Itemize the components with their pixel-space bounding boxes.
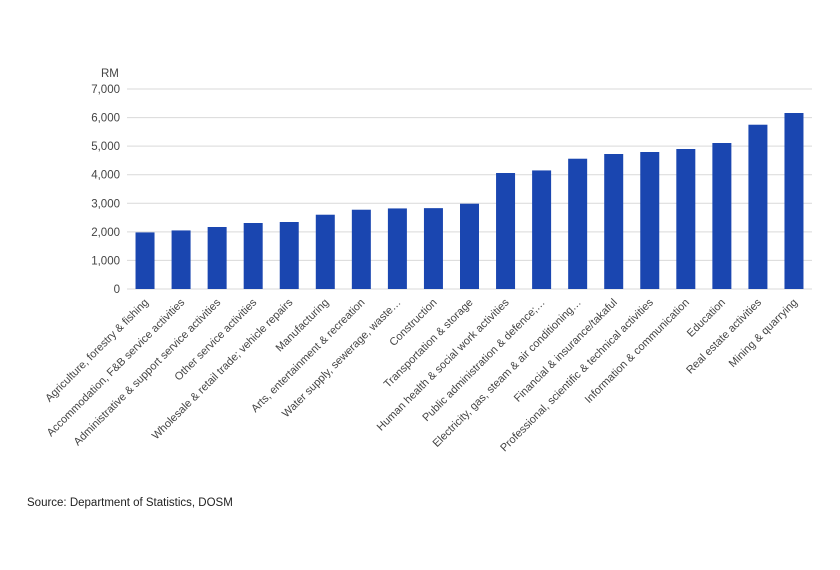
bar — [279, 222, 299, 289]
bar — [351, 209, 371, 289]
x-tick-label: Mining & quarrying — [727, 297, 800, 370]
y-tick-label: 4,000 — [91, 170, 120, 182]
bar — [640, 152, 660, 289]
bar — [748, 124, 768, 289]
bar — [315, 214, 335, 289]
bar — [568, 158, 588, 289]
bar — [604, 154, 624, 289]
bar — [387, 208, 407, 289]
bar — [460, 203, 479, 289]
x-tick-label: Administrative & support service activit… — [72, 296, 224, 448]
source-note: Source: Department of Statistics, DOSM — [27, 497, 233, 509]
y-tick-label: 0 — [114, 284, 120, 296]
x-tick-label: Human health & social work activities — [375, 296, 512, 433]
bar — [243, 223, 263, 289]
bar — [676, 149, 696, 289]
bar — [423, 208, 443, 289]
y-axis-unit-label: RM — [101, 68, 119, 80]
y-tick-label: 5,000 — [91, 141, 120, 153]
y-tick-label: 6,000 — [91, 113, 120, 125]
bar — [712, 143, 732, 289]
bar — [171, 230, 191, 289]
bar — [784, 113, 804, 289]
bar — [532, 170, 552, 289]
y-tick-label: 2,000 — [91, 227, 120, 239]
bar — [207, 227, 227, 289]
y-tick-label: 3,000 — [91, 198, 120, 210]
bar — [135, 232, 155, 289]
y-tick-label: 7,000 — [91, 84, 120, 96]
y-tick-label: 1,000 — [91, 255, 120, 267]
bar — [496, 173, 516, 289]
